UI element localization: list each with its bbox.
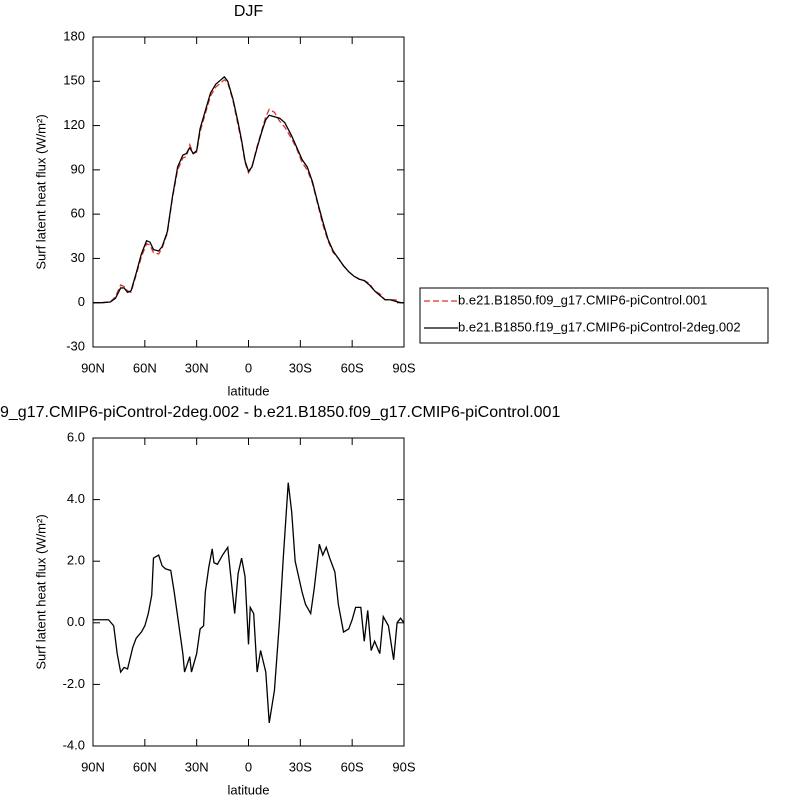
plot-frame bbox=[92, 437, 405, 747]
y-tick-label: -30 bbox=[66, 338, 85, 353]
x-tick-label: 90S bbox=[392, 360, 415, 375]
x-tick-label: 60N bbox=[133, 360, 157, 375]
y-tick-label: -2.0 bbox=[63, 676, 85, 691]
y-tick-label: 6.0 bbox=[67, 429, 85, 444]
x-tick-label: 0 bbox=[245, 759, 252, 774]
x-tick-label: 60S bbox=[341, 759, 364, 774]
y-axis-label: Surf latent heat flux (W/m²) bbox=[33, 114, 48, 269]
x-tick-label: 60S bbox=[341, 360, 364, 375]
x-tick-label: 0 bbox=[245, 360, 252, 375]
x-tick-label: 30S bbox=[289, 759, 312, 774]
legend-label: b.e21.B1850.f09_g17.CMIP6-piControl.001 bbox=[458, 292, 707, 307]
x-axis-label: latitude bbox=[228, 383, 270, 398]
y-tick-label: 30 bbox=[71, 250, 85, 265]
legend-box bbox=[419, 287, 769, 344]
x-tick-label: 90N bbox=[81, 360, 105, 375]
y-tick-label: -4.0 bbox=[63, 737, 85, 752]
chart-title: DJF bbox=[234, 3, 264, 20]
series-line bbox=[93, 78, 404, 304]
x-tick-label: 90S bbox=[392, 759, 415, 774]
y-tick-label: 180 bbox=[63, 28, 85, 43]
y-tick-label: 120 bbox=[63, 117, 85, 132]
series-line bbox=[93, 75, 404, 304]
y-tick-label: 4.0 bbox=[67, 491, 85, 506]
legend-label: b.e21.B1850.f19_g17.CMIP6-piControl-2deg… bbox=[458, 319, 741, 334]
x-tick-label: 90N bbox=[81, 759, 105, 774]
plot-frame bbox=[92, 36, 405, 348]
y-tick-label: 0 bbox=[78, 294, 85, 309]
y-tick-label: 150 bbox=[63, 73, 85, 88]
y-tick-label: 90 bbox=[71, 161, 85, 176]
y-tick-label: 0.0 bbox=[67, 614, 85, 629]
x-tick-label: 30N bbox=[185, 759, 209, 774]
x-axis-label: latitude bbox=[228, 782, 270, 797]
data-line bbox=[93, 482, 405, 724]
y-axis-label: Surf latent heat flux (W/m²) bbox=[33, 514, 48, 669]
x-tick-label: 30N bbox=[185, 360, 209, 375]
x-tick-label: 60N bbox=[133, 759, 157, 774]
y-tick-label: 2.0 bbox=[67, 553, 85, 568]
y-tick-label: 60 bbox=[71, 206, 85, 221]
x-tick-label: 30S bbox=[289, 360, 312, 375]
chart-title: 9_g17.CMIP6-piControl-2deg.002 - b.e21.B… bbox=[0, 404, 560, 421]
